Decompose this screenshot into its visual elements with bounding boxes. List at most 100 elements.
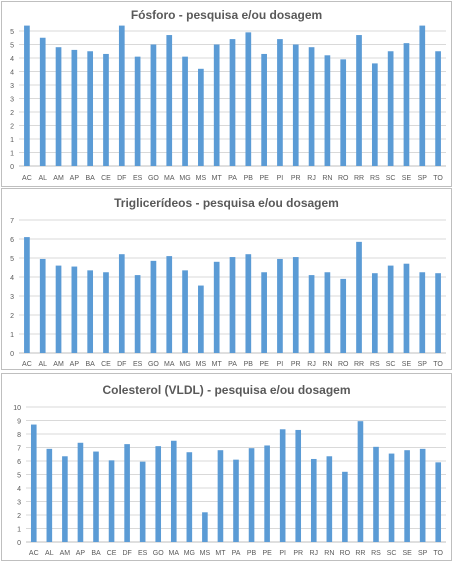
bar-pe xyxy=(261,53,267,167)
chart-title: Colesterol (VLDL) - pesquisa e/ou dosage… xyxy=(102,383,351,397)
bar-df xyxy=(124,444,130,542)
x-tick-label: AM xyxy=(53,361,64,368)
x-tick-label: MG xyxy=(179,361,190,368)
x-tick-label: PA xyxy=(228,175,237,182)
x-tick-label: SP xyxy=(418,550,428,557)
bar-es xyxy=(139,461,146,542)
x-tick-label: ES xyxy=(133,361,143,368)
x-tick-label: ES xyxy=(133,175,143,182)
x-tick-label: MT xyxy=(212,361,223,368)
bar-mt xyxy=(213,44,220,166)
bar-rr xyxy=(357,421,364,542)
y-tick-label: 1 xyxy=(10,332,14,339)
vldl-cholesterol-bar-chart: 0 1 2 3 4 5 6 7 8 9 10 AC AL AM AP BA CE DF ES GO MA MG MS MT PA… xyxy=(13,405,446,557)
x-tick-label: RJ xyxy=(309,550,318,557)
bar-ce xyxy=(103,272,109,353)
x-tick-label: AL xyxy=(38,175,47,182)
x-tick-label: RR xyxy=(355,550,365,557)
x-tick-label: RR xyxy=(354,175,364,182)
chart-title: Triglicerídeos - pesquisa e/ou dosagem xyxy=(114,196,339,210)
x-tick-label: AC xyxy=(22,175,32,182)
phosphorus-chart-panel: Fósforo - pesquisa e/ou dosagem 0 1 1 2 2 3 3 4… xyxy=(1,1,452,187)
x-tick-label: RJ xyxy=(307,175,316,182)
y-tick-label: 2 xyxy=(10,110,14,117)
y-tick-label: 5 xyxy=(10,29,14,36)
x-tick-label: RS xyxy=(370,175,380,182)
bar-ms xyxy=(198,285,204,353)
x-tick-label: SE xyxy=(402,175,412,182)
bar-rj xyxy=(308,47,315,167)
x-tick-label: PE xyxy=(259,175,269,182)
x-tick-label: BA xyxy=(91,550,101,557)
bar-mg xyxy=(182,270,188,353)
bar-pa xyxy=(233,459,239,542)
bar-pe xyxy=(261,272,267,353)
y-tick-label: 6 xyxy=(17,459,21,466)
bar-pa xyxy=(229,257,236,353)
bar-am xyxy=(55,47,62,167)
x-tick-label: TO xyxy=(433,175,443,182)
x-tick-label: AC xyxy=(22,361,32,368)
bar-pe xyxy=(264,445,270,542)
bar-pr xyxy=(292,44,299,166)
y-tick-label: 4 xyxy=(10,70,14,77)
x-tick-label: SP xyxy=(418,361,428,368)
y-tick-label: 2 xyxy=(10,313,14,320)
bar-ms xyxy=(202,512,208,542)
y-tick-label: 6 xyxy=(10,237,14,244)
bar-rr xyxy=(356,241,362,353)
triglycerides-chart-panel: Triglicerídeos - pesquisa e/ou dosagem 0… xyxy=(1,188,452,370)
bar-ac xyxy=(24,237,30,353)
y-tick-label: 5 xyxy=(17,473,21,480)
bar-rj xyxy=(310,458,317,542)
bar-es xyxy=(134,275,141,353)
bar-pi xyxy=(277,258,283,353)
x-tick-label: ES xyxy=(138,550,148,557)
x-tick-label: SC xyxy=(386,175,396,182)
x-tick-label: PB xyxy=(244,175,254,182)
x-tick-label: RS xyxy=(370,361,380,368)
y-tick-label: 1 xyxy=(10,137,14,144)
bar-mt xyxy=(217,450,224,542)
bar-pb xyxy=(245,32,252,166)
bar-ap xyxy=(71,49,78,166)
x-tick-label: SC xyxy=(386,361,396,368)
x-tick-label: SE xyxy=(402,361,412,368)
x-tick-label: PI xyxy=(277,175,284,182)
x-tick-label: MA xyxy=(169,550,180,557)
x-tick-label: RN xyxy=(322,175,332,182)
x-tick-label: AP xyxy=(76,550,86,557)
x-tick-label: GO xyxy=(148,361,159,368)
triglycerides-bar-chart: 0 1 2 3 4 5 6 7 AC AL AM AP BA CE DF ES GO MA MG MS MT PA PB PE… xyxy=(10,218,446,368)
bar-ma xyxy=(166,256,173,353)
x-tick-label: RN xyxy=(322,361,332,368)
bar-sp xyxy=(419,272,426,353)
x-tick-label: PE xyxy=(259,361,269,368)
x-tick-label: BA xyxy=(85,175,95,182)
y-tick-label: 3 xyxy=(10,294,14,301)
bar-go xyxy=(155,446,162,542)
bar-pb xyxy=(248,448,255,542)
x-tick-label: RO xyxy=(338,175,349,182)
x-tick-label: SE xyxy=(402,550,412,557)
y-tick-label: 5 xyxy=(10,43,14,50)
bar-rn xyxy=(324,272,331,353)
y-tick-label: 4 xyxy=(10,56,14,63)
x-tick-label: SC xyxy=(387,550,397,557)
x-tick-label: CE xyxy=(101,361,111,368)
y-tick-label: 1 xyxy=(17,527,21,534)
chart-title: Fósforo - pesquisa e/ou dosagem xyxy=(130,8,323,22)
x-tick-label: CE xyxy=(101,175,111,182)
bar-ma xyxy=(166,35,173,166)
bar-ac xyxy=(24,25,30,166)
bar-al xyxy=(46,448,53,542)
y-tick-label: 0 xyxy=(10,164,14,171)
x-tick-label: SP xyxy=(418,175,428,182)
vldl-cholesterol-chart-panel: Colesterol (VLDL) - pesquisa e/ou dosage… xyxy=(1,373,452,561)
x-tick-label: PE xyxy=(262,550,272,557)
x-tick-label: AL xyxy=(45,550,54,557)
x-tick-label: DF xyxy=(117,175,126,182)
x-tick-label: MT xyxy=(215,550,226,557)
x-tick-label: MS xyxy=(196,175,207,182)
bar-sc xyxy=(388,453,395,542)
